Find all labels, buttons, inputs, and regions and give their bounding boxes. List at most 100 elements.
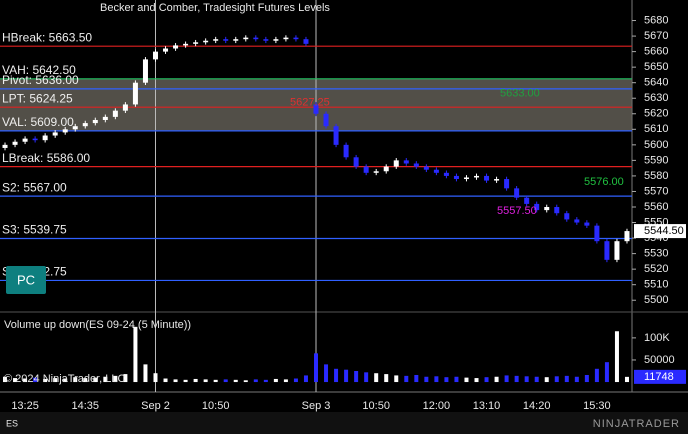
volume-bar — [73, 377, 78, 383]
x-tick-label: 10:50 — [202, 400, 230, 412]
volume-bar — [273, 378, 278, 383]
volume-bar — [253, 379, 258, 383]
volume-bar — [3, 376, 8, 383]
candle-body — [283, 37, 289, 40]
candle-body — [223, 39, 229, 41]
pc-button-label[interactable]: PC — [17, 272, 35, 287]
y-tick-label: 5600 — [644, 139, 668, 151]
candle-body — [293, 37, 299, 40]
status-bar — [0, 412, 688, 434]
volume-bar — [93, 377, 98, 383]
candle-body — [203, 40, 209, 43]
candle-body — [173, 45, 179, 49]
volume-bar — [163, 378, 168, 383]
volume-bar — [394, 375, 399, 383]
volume-bar — [123, 374, 128, 383]
x-tick-label: 10:50 — [362, 400, 390, 412]
y-tick-label: 5570 — [644, 185, 668, 197]
y-tick-label: 5580 — [644, 170, 668, 182]
candle-body — [52, 132, 58, 136]
y-tick-label: 5660 — [644, 46, 668, 58]
candle-body — [142, 59, 148, 83]
candle-body — [554, 207, 560, 214]
volume-bar — [243, 380, 248, 383]
volume-bar — [464, 377, 469, 383]
candle-body — [333, 126, 339, 145]
volume-bar — [524, 376, 529, 383]
y-tick-label: 100K — [644, 332, 670, 344]
volume-bar — [594, 368, 599, 383]
candle-body — [534, 203, 540, 211]
last-price-box — [634, 224, 686, 239]
x-tick-label: 15:30 — [583, 400, 611, 412]
candle-body — [193, 42, 199, 44]
x-tick-label: 14:35 — [72, 400, 100, 412]
y-tick-label: 5560 — [644, 201, 668, 213]
y-tick-label: 5530 — [644, 248, 668, 260]
volume-bar — [133, 326, 138, 383]
candle-body — [413, 163, 419, 167]
volume-bar — [584, 374, 589, 383]
y-tick-label: 5630 — [644, 92, 668, 104]
brand: NINJATRADER — [593, 418, 680, 430]
y-tick-label: 5590 — [644, 154, 668, 166]
volume-bar — [364, 372, 369, 383]
y-tick-label: 5620 — [644, 108, 668, 120]
candle-body — [303, 39, 309, 44]
volume-bar — [474, 378, 479, 383]
candle-body — [183, 43, 189, 46]
y-tick-label: 5680 — [644, 14, 668, 26]
instrument: ES — [6, 418, 18, 428]
volume-bar — [534, 376, 539, 383]
volume-bar — [454, 376, 459, 383]
candle-body — [92, 119, 98, 124]
candle-body — [514, 188, 520, 198]
level-label: LBreak: 5586.00 — [2, 151, 90, 165]
volume-bar — [554, 376, 559, 383]
level-label: VAL: 5609.00 — [2, 115, 74, 129]
candle-body — [122, 104, 128, 111]
candle-body — [32, 138, 38, 141]
volume-bar — [434, 376, 439, 383]
volume-bar — [53, 378, 58, 383]
candle-body — [213, 39, 219, 41]
candle-body — [484, 175, 490, 181]
volume-bar — [213, 379, 218, 383]
volume-bar — [344, 369, 349, 383]
pc-button[interactable] — [6, 266, 46, 294]
candle-body — [273, 39, 279, 41]
y-tick-label: 50000 — [644, 354, 675, 366]
price-mark: 5633.00 — [500, 87, 540, 99]
volume-bar — [424, 376, 429, 383]
volume-bar — [223, 379, 228, 383]
level-label: S2: 5567.00 — [2, 180, 67, 194]
candle-body — [504, 179, 510, 189]
candle-body — [132, 82, 138, 105]
volume-bar — [444, 377, 449, 383]
volume-bar — [103, 376, 108, 383]
volume-bar — [574, 376, 579, 383]
candle-body — [343, 144, 349, 158]
volume-bar — [604, 362, 609, 383]
copyright: © 2024 NinjaTrader, LLC — [4, 373, 125, 385]
candle-body — [313, 104, 319, 114]
volume-bar — [143, 364, 148, 383]
y-tick-label: 5640 — [644, 77, 668, 89]
volume-bar — [183, 379, 188, 383]
candle-body — [393, 160, 399, 167]
candle-body — [574, 219, 580, 223]
candle-body — [604, 241, 610, 260]
price-mark: 5576.00 — [584, 176, 624, 188]
volume-bar — [404, 375, 409, 383]
x-tick-label: 14:20 — [523, 400, 551, 412]
level-label: LPT: 5624.25 — [2, 91, 73, 105]
level-label: VAH: 5642.50 — [2, 63, 76, 77]
candle-body — [353, 157, 359, 167]
candle-body — [453, 175, 459, 180]
x-tick-label: 12:00 — [423, 400, 451, 412]
candle-body — [624, 231, 630, 242]
last-volume-box — [634, 369, 686, 384]
y-tick-label: 5650 — [644, 61, 668, 73]
